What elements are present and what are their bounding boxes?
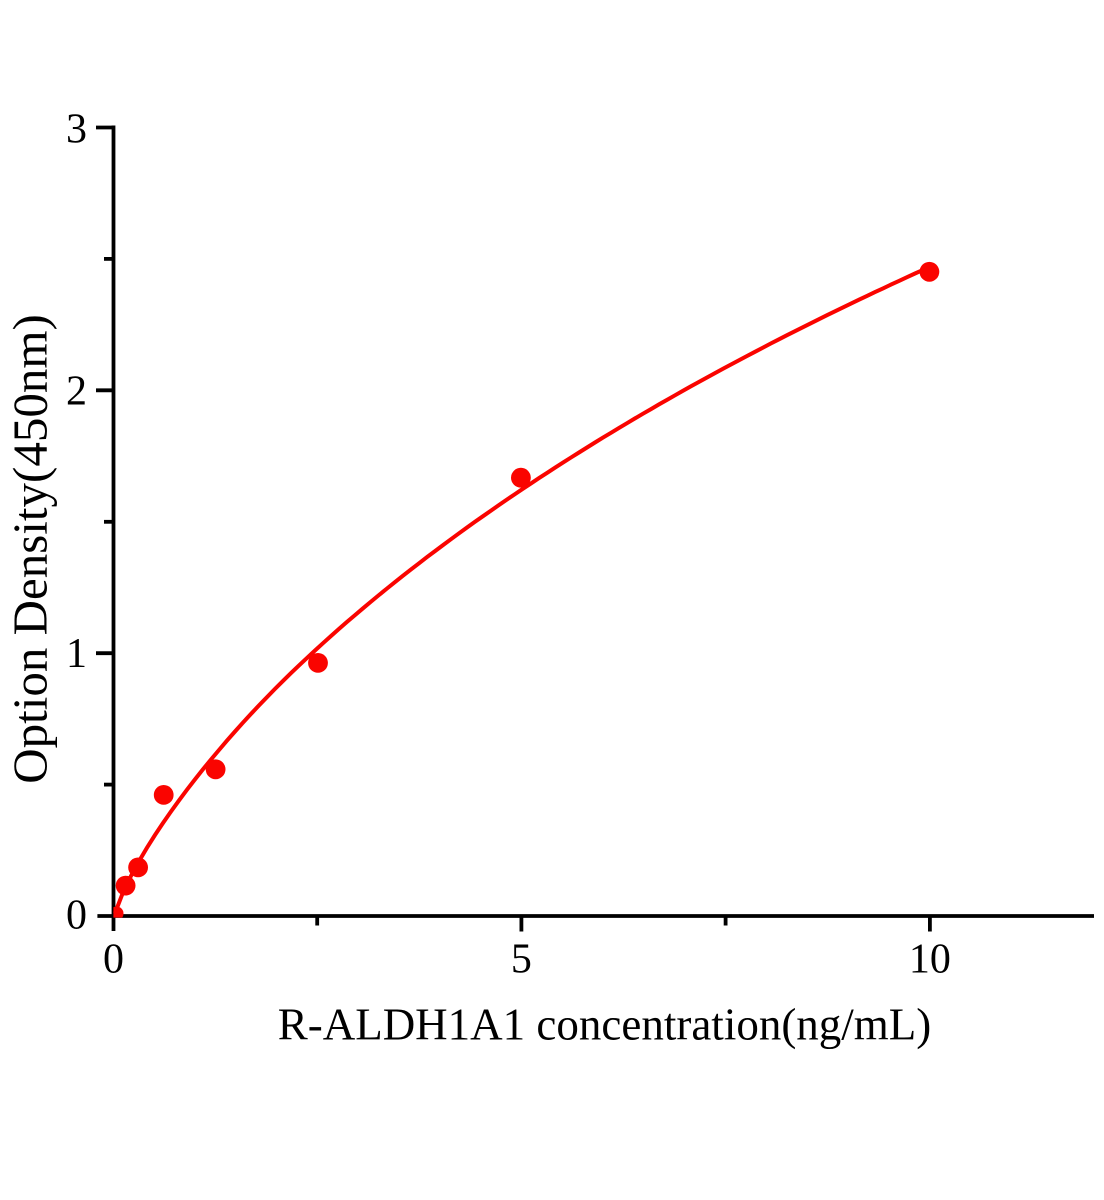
svg-text:0: 0 — [103, 937, 124, 983]
svg-text:2: 2 — [66, 368, 87, 414]
svg-text:1: 1 — [66, 631, 87, 677]
svg-text:R-ALDH1A1 concentration(ng/mL): R-ALDH1A1 concentration(ng/mL) — [278, 999, 932, 1049]
svg-text:Option Density(450nm): Option Density(450nm) — [3, 314, 58, 784]
svg-text:10: 10 — [909, 937, 951, 983]
svg-text:5: 5 — [511, 937, 532, 983]
svg-text:3: 3 — [66, 107, 87, 153]
svg-text:0: 0 — [66, 893, 87, 939]
